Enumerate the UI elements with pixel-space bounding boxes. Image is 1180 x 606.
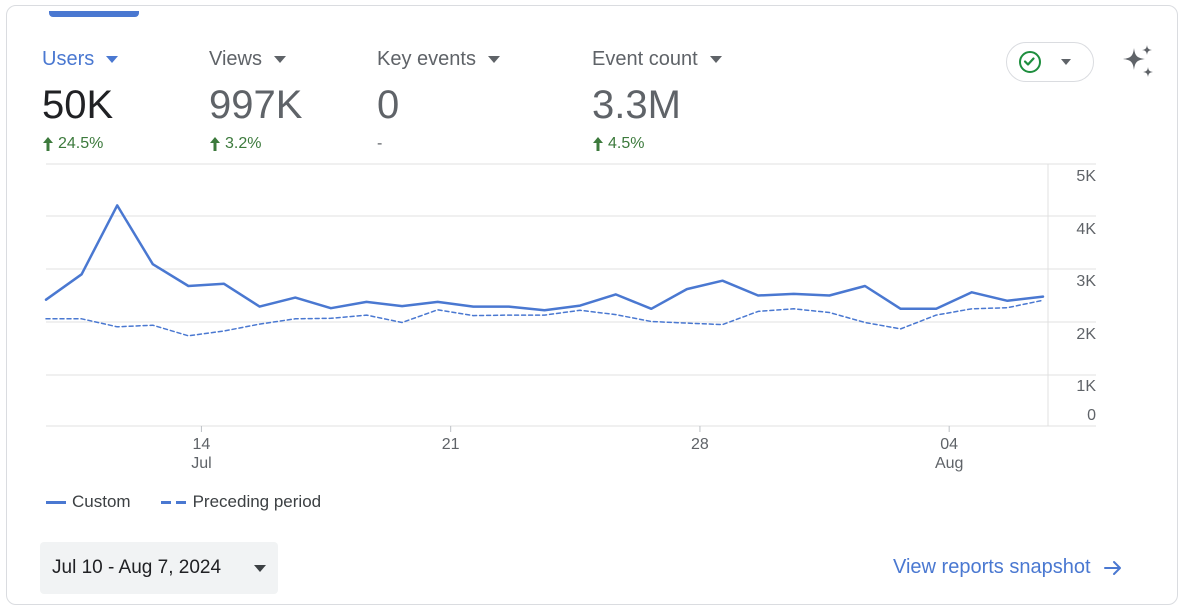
x-tick-label-month: Jul	[191, 455, 211, 472]
y-tick-label: 4K	[1076, 221, 1096, 238]
legend-label-custom: Custom	[72, 492, 131, 511]
metric-views-change-value: 3.2%	[225, 135, 262, 152]
series-line-preceding-period	[45, 299, 1044, 337]
status-dropdown-button[interactable]	[1006, 42, 1094, 82]
metric-event-count-title[interactable]: Event count	[592, 48, 722, 71]
chevron-down-icon	[254, 564, 266, 572]
date-range-button[interactable]: Jul 10 - Aug 7, 2024	[40, 542, 278, 594]
arrow-up-icon	[593, 137, 603, 151]
x-tick-label-day: 28	[691, 436, 709, 453]
chevron-down-icon	[709, 56, 722, 63]
y-tick-label: 0	[1087, 407, 1096, 424]
series-line-custom	[44, 204, 1045, 312]
x-tick-label-day: 14	[193, 436, 211, 453]
metric-key-events-change-value: -	[377, 135, 383, 152]
metric-users[interactable]: Users 50K 24.5%	[42, 48, 119, 155]
metric-key-events-value: 0	[377, 83, 400, 127]
legend-item-custom: Custom	[46, 492, 131, 512]
metric-users-change-value: 24.5%	[58, 135, 104, 152]
chevron-down-icon	[1061, 59, 1071, 65]
overview-card: Users 50K 24.5% Views 997K 3.2% Key even…	[6, 5, 1178, 605]
metric-views[interactable]: Views 997K 3.2%	[209, 48, 302, 155]
date-range-label: Jul 10 - Aug 7, 2024	[52, 557, 222, 578]
chevron-down-icon	[487, 56, 500, 63]
metric-key-events[interactable]: Key events 0 -	[377, 48, 500, 155]
metric-users-label: Users	[42, 48, 95, 70]
metric-key-events-label: Key events	[377, 48, 476, 70]
view-reports-snapshot-link[interactable]: View reports snapshot	[893, 556, 1123, 579]
metric-event-count-change: 4.5%	[592, 133, 722, 155]
metric-views-title[interactable]: Views	[209, 48, 302, 71]
arrow-right-icon	[1103, 560, 1121, 575]
metric-key-events-title[interactable]: Key events	[377, 48, 500, 71]
legend-item-preceding-period: Preceding period	[160, 492, 322, 512]
y-tick-label: 1K	[1076, 378, 1096, 395]
metric-views-value: 997K	[209, 83, 303, 127]
metric-event-count[interactable]: Event count 3.3M 4.5%	[592, 48, 722, 155]
metric-views-label: Views	[209, 48, 262, 70]
x-axis-tick-labels: 14 Jul 21 28 04 Aug	[191, 426, 963, 472]
metric-event-count-label: Event count	[592, 48, 698, 70]
chart-legend: Custom Preceding period	[46, 492, 321, 512]
y-tick-label: 3K	[1076, 273, 1096, 290]
users-line-chart: 0 1K 2K 3K 4K 5K 14 Jul 21 28 04 Aug	[44, 163, 1096, 472]
y-axis-tick-labels: 0 1K 2K 3K 4K 5K	[1076, 168, 1096, 424]
metric-event-count-value: 3.3M	[592, 83, 681, 127]
dashed-line-icon	[160, 500, 187, 504]
chevron-down-icon	[106, 56, 119, 63]
chevron-down-icon	[274, 56, 286, 63]
metric-users-title[interactable]: Users	[42, 48, 119, 71]
legend-label-preceding-period: Preceding period	[192, 492, 322, 511]
y-tick-label: 5K	[1076, 168, 1096, 185]
metric-event-count-change-value: 4.5%	[608, 135, 645, 152]
metric-views-change: 3.2%	[209, 133, 302, 155]
metric-users-change: 24.5%	[42, 133, 118, 155]
solid-line-icon	[46, 500, 66, 504]
y-tick-label: 2K	[1076, 326, 1096, 343]
arrow-up-icon	[43, 137, 53, 151]
chart-series	[44, 204, 1045, 337]
active-tab-indicator	[49, 11, 139, 17]
sparkle-icon[interactable]	[1120, 44, 1156, 80]
check-circle-icon	[1019, 51, 1041, 73]
x-tick-label-day: 21	[442, 436, 460, 453]
x-tick-label-month: Aug	[935, 455, 963, 472]
chart-gridlines	[46, 163, 1096, 427]
arrow-up-icon	[210, 137, 220, 151]
view-reports-snapshot-label: View reports snapshot	[893, 556, 1091, 578]
metric-users-value: 50K	[42, 83, 114, 127]
metric-key-events-change: -	[377, 133, 500, 155]
x-tick-label-day: 04	[940, 436, 958, 453]
